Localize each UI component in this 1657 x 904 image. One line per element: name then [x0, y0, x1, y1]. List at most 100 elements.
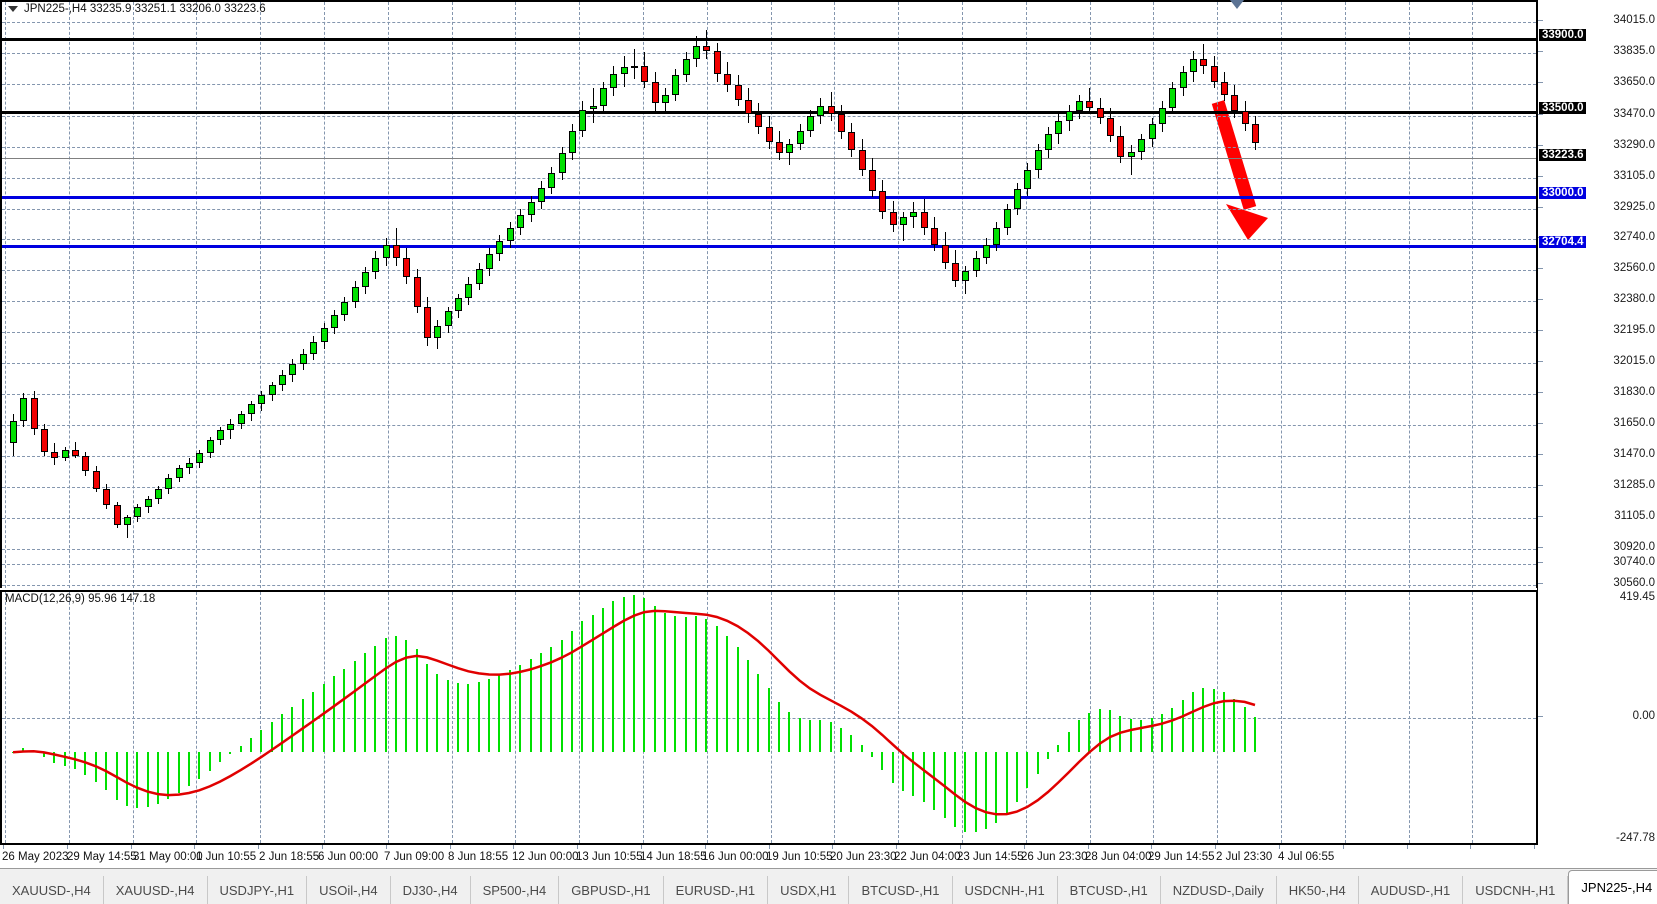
candle-body: [196, 453, 204, 463]
chart-tab[interactable]: USOil-,H4: [307, 876, 391, 904]
macd-signal-line: [12, 609, 1256, 816]
time-tick: [705, 845, 706, 849]
chart-tab[interactable]: SP500-,H4: [470, 876, 560, 904]
candlestick: [537, 2, 545, 588]
macd-histogram-bar: [1160, 714, 1163, 753]
chart-tab[interactable]: USDCNH-,H1: [952, 876, 1058, 904]
candlestick: [175, 2, 183, 588]
candlestick: [154, 2, 162, 588]
chart-tab[interactable]: HK50-,H4: [1276, 876, 1359, 904]
candlestick: [206, 2, 214, 588]
price-level-line[interactable]: [2, 38, 1536, 41]
grid-line-horizontal: [2, 518, 1536, 519]
macd-histogram-bar: [674, 615, 677, 753]
candlestick: [775, 2, 783, 588]
grid-line-vertical: [196, 592, 197, 843]
grid-line-vertical: [1026, 592, 1027, 843]
macd-histogram-bar: [798, 717, 801, 753]
candlestick: [310, 2, 318, 588]
chart-tab[interactable]: GBPUSD-,H1: [559, 876, 664, 904]
grid-line-vertical: [707, 592, 708, 843]
chart-tab-bar[interactable]: XAUUSD-,H4 XAUUSD-,H4 USDJPY-,H1 USOil-,H4 D…: [0, 868, 1657, 904]
macd-histogram-bar: [912, 752, 915, 796]
candlestick: [1169, 2, 1177, 588]
candlestick: [662, 2, 670, 588]
candle-body: [1055, 120, 1063, 134]
candlestick: [30, 2, 38, 588]
caret-down-icon[interactable]: [8, 6, 18, 12]
grid-line-vertical: [771, 592, 772, 843]
symbol-ohlc-header: JPN225-,H4 33235.9 33251.1 33206.0 33223…: [24, 3, 266, 15]
chart-tab[interactable]: XAUUSD-,H4: [103, 876, 208, 904]
grid-line-horizontal: [2, 332, 1536, 333]
grid-line-horizontal: [2, 209, 1536, 210]
grid-line-vertical: [515, 592, 516, 843]
candle-body: [382, 244, 390, 258]
candle-body: [858, 150, 866, 170]
candle-body: [392, 244, 400, 258]
candle-body: [299, 353, 307, 364]
chart-tab[interactable]: USDCNH-,H1: [1463, 876, 1569, 904]
price-level-line[interactable]: [2, 245, 1536, 248]
chart-tab-active[interactable]: JPN225-,H4: [1568, 870, 1657, 904]
candle-body: [206, 440, 214, 454]
macd-indicator-pane[interactable]: MACD(12,26,9) 95.96 147.18: [0, 590, 1537, 845]
chart-tab[interactable]: BTCUSD-,H1: [1057, 876, 1161, 904]
macd-histogram-bar: [1150, 718, 1153, 753]
macd-histogram-bar: [208, 752, 211, 771]
candlestick: [879, 2, 887, 588]
time-scale[interactable]: 26 May 2023 29 May 14:55 31 May 00:00 1 Jun…: [0, 845, 1537, 868]
candlestick: [1086, 2, 1094, 588]
candle-body: [72, 449, 80, 457]
chart-tab[interactable]: EURUSD-,H1: [663, 876, 769, 904]
grid-line-horizontal: [2, 363, 1536, 364]
price-tick: [1538, 423, 1543, 424]
candlestick: [827, 2, 835, 588]
grid-line-vertical: [1409, 592, 1410, 843]
chart-tab[interactable]: DJ30-,H4: [390, 876, 471, 904]
macd-histogram-bar: [767, 688, 770, 753]
candlestick: [196, 2, 204, 588]
candlestick: [1117, 2, 1125, 588]
candlestick: [1158, 2, 1166, 588]
time-label: 29 Jun 14:55: [1148, 851, 1215, 863]
tab-list[interactable]: XAUUSD-,H4 XAUUSD-,H4 USDJPY-,H1 USOil-,H4 D…: [0, 868, 1657, 904]
price-level-line[interactable]: [2, 111, 1536, 114]
chart-tab[interactable]: USDJPY-,H1: [207, 876, 308, 904]
grid-line-vertical: [1026, 2, 1027, 588]
chart-tab[interactable]: BTCUSD-,H1: [849, 876, 953, 904]
chart-area[interactable]: JPN225-,H4 33235.9 33251.1 33206.0 33223…: [0, 0, 1657, 868]
price-level-line[interactable]: [2, 158, 1536, 159]
candlestick: [82, 2, 90, 588]
candlestick: [341, 2, 349, 588]
macd-histogram-bar: [736, 647, 739, 753]
candle-body: [1076, 101, 1084, 112]
candlestick: [1200, 2, 1208, 588]
candlestick: [372, 2, 380, 588]
macd-histogram-bar: [529, 659, 532, 753]
price-label: 32195.0: [1613, 324, 1655, 336]
candle-body: [568, 130, 576, 154]
price-label: 32560.0: [1613, 262, 1655, 274]
candle-body: [1138, 138, 1146, 152]
chart-tab[interactable]: AUDUSD-,H1: [1358, 876, 1464, 904]
price-tick: [1538, 485, 1543, 486]
candle-body: [351, 287, 359, 302]
candle-body: [1065, 111, 1073, 121]
macd-header-label: MACD(12,26,9) 95.96 147.18: [5, 593, 156, 605]
price-chart-pane[interactable]: JPN225-,H4 33235.9 33251.1 33206.0 33223…: [0, 0, 1537, 588]
macd-histogram-bar: [436, 673, 439, 753]
candle-body: [631, 65, 638, 68]
chart-tab[interactable]: XAUUSD-,H4: [0, 876, 104, 904]
candle-body: [310, 342, 318, 354]
price-level-line[interactable]: [2, 196, 1536, 199]
macd-histogram-bar: [477, 681, 480, 753]
chart-tab[interactable]: NZDUSD-,Daily: [1160, 876, 1277, 904]
time-tick: [1470, 845, 1471, 849]
time-tick: [322, 845, 323, 849]
price-scale[interactable]: 34015.0 33900.0 33835.0 33650.0 33500.0 33470…: [1537, 0, 1657, 845]
chart-tab[interactable]: USDX,H1: [768, 876, 850, 904]
price-tick: [1538, 330, 1543, 331]
candlestick: [1045, 2, 1052, 588]
candlestick: [330, 2, 338, 588]
